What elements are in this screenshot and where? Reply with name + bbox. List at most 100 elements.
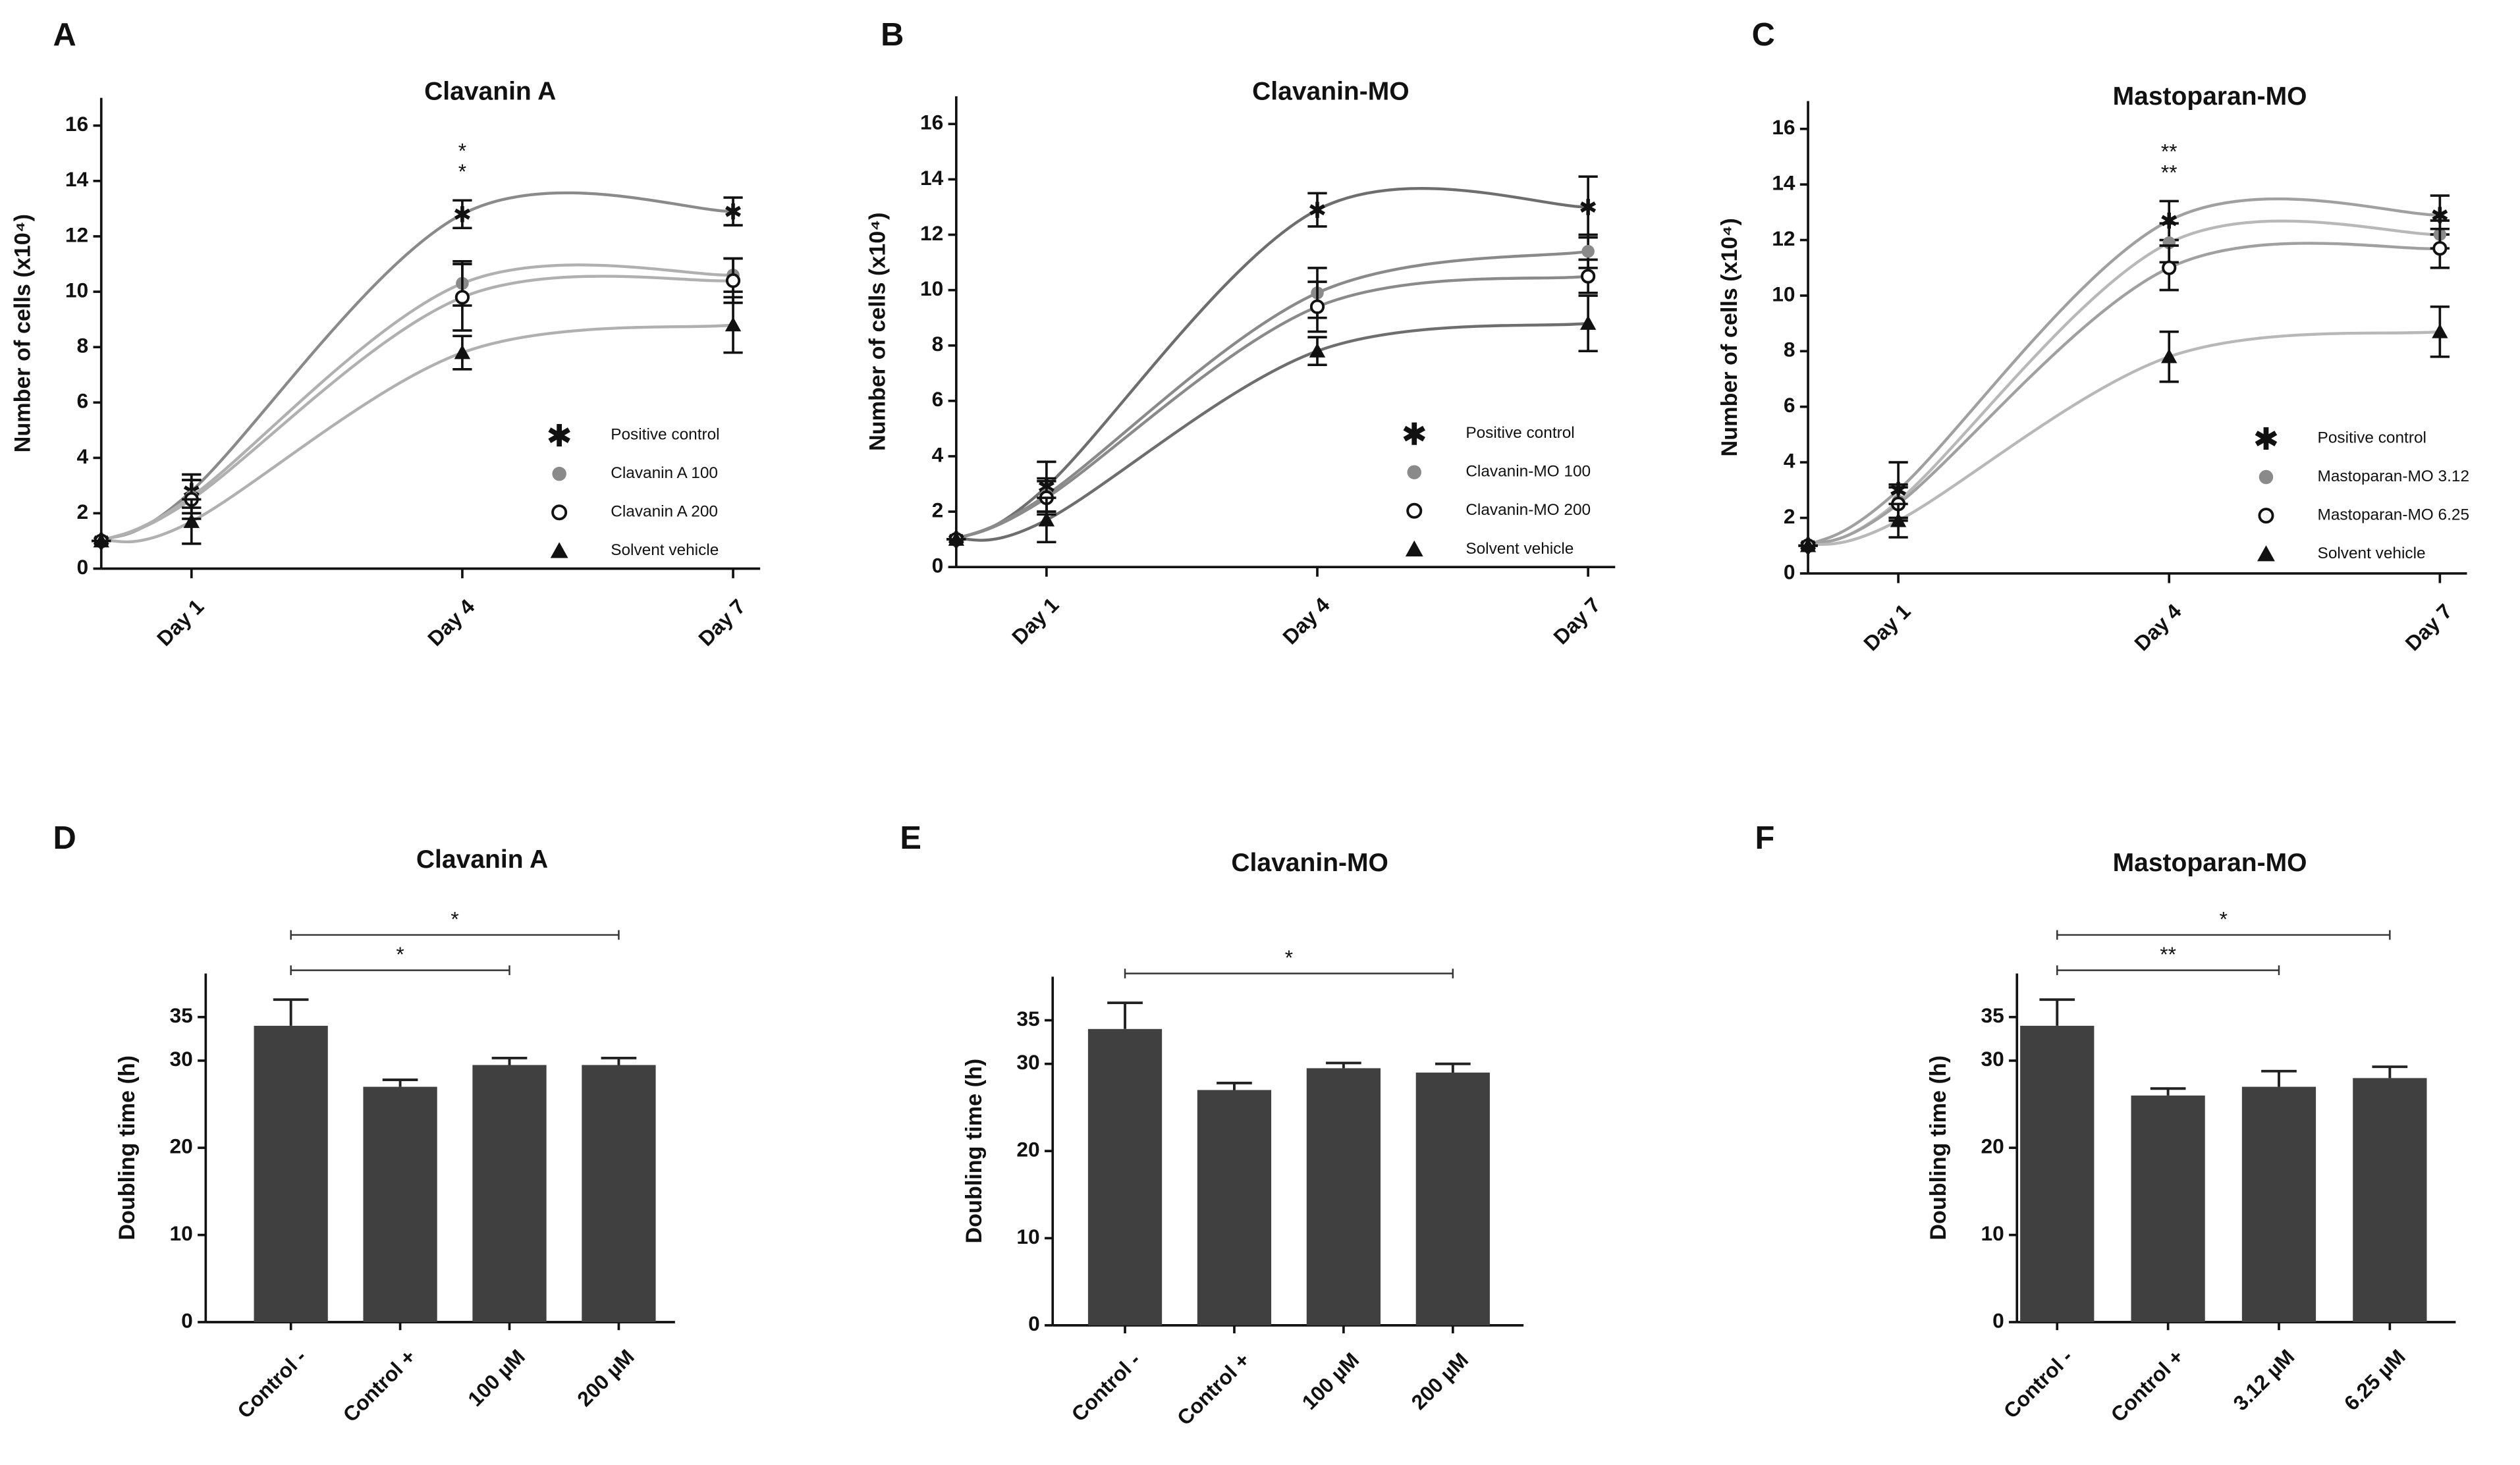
- x-tick-label: Day 7: [1548, 593, 1604, 649]
- marker-triangle: [454, 344, 471, 360]
- bar: [2353, 1078, 2427, 1322]
- legend-label: Mastoparan-MO 6.25: [2318, 506, 2469, 524]
- y-tick-label: 35: [1016, 1007, 1039, 1030]
- legend-label: Solvent vehicle: [1465, 540, 1574, 558]
- x-tick-label: Day 4: [1278, 593, 1334, 649]
- marker-triangle: [183, 513, 200, 528]
- legend-label: Clavanin-MO 200: [1465, 501, 1591, 519]
- marker-star: [454, 206, 470, 223]
- series-line: [955, 275, 1589, 541]
- annotation: **: [2161, 140, 2178, 163]
- x-tick-label: Day 4: [2129, 599, 2186, 656]
- series-line: [1807, 197, 2440, 547]
- error-bar: [2372, 1065, 2408, 1079]
- panel-letter: C: [1752, 17, 1775, 53]
- legend-label: Clavanin A 200: [611, 503, 718, 521]
- y-tick-label: 10: [65, 278, 88, 302]
- error-bar: [601, 1056, 637, 1065]
- significance-label: *: [451, 907, 458, 930]
- significance-label: *: [2220, 907, 2228, 930]
- chart-title: Clavanin A: [416, 845, 548, 874]
- y-tick-label: 16: [1772, 115, 1795, 139]
- legend-label: Solvent vehicle: [611, 541, 719, 559]
- panel-letter: D: [53, 820, 76, 856]
- y-tick-label: 10: [1981, 1221, 2004, 1245]
- series-line: [101, 323, 734, 544]
- x-tick-label: Control -: [1999, 1345, 2077, 1423]
- bar: [582, 1065, 656, 1322]
- legend-marker: [548, 424, 570, 447]
- marker-triangle: [948, 531, 965, 546]
- marker-triangle: [725, 317, 742, 332]
- marker-star: [725, 203, 741, 220]
- y-axis-label: Number of cells (x10⁴): [865, 213, 890, 451]
- bar: [472, 1065, 547, 1322]
- y-tick-label: 30: [170, 1047, 193, 1071]
- annotation: **: [2161, 160, 2178, 184]
- y-tick-label: 12: [1772, 226, 1795, 250]
- x-tick-label: Day 1: [1859, 599, 1915, 655]
- legend-marker: [1403, 422, 1425, 445]
- chart-title: Mastoparan-MO: [2113, 849, 2307, 877]
- bar: [2241, 1086, 2316, 1322]
- legend-label: Positive control: [2318, 429, 2426, 446]
- x-tick-label: Day 1: [152, 595, 208, 651]
- marker-open-circle: [2432, 241, 2448, 256]
- y-tick-label: 8: [932, 332, 944, 356]
- bar: [363, 1086, 437, 1322]
- y-axis-label: Doubling time (h): [115, 1055, 140, 1240]
- y-tick-label: 16: [920, 111, 943, 134]
- y-tick-label: 10: [170, 1221, 193, 1245]
- y-tick-label: 20: [170, 1134, 193, 1158]
- x-tick-label: Control +: [2106, 1345, 2189, 1427]
- chart-title: Clavanin A: [424, 78, 556, 106]
- bar: [2131, 1095, 2205, 1322]
- y-tick-label: 6: [77, 389, 89, 413]
- y-tick-label: 8: [77, 334, 89, 358]
- y-tick-label: 4: [1784, 449, 1795, 473]
- marker-triangle: [2432, 323, 2448, 338]
- significance-bracket: [290, 965, 510, 975]
- panel-letter: F: [1755, 820, 1775, 856]
- marker-filled-circle: [1581, 244, 1595, 258]
- significance-bracket: [2056, 965, 2280, 975]
- y-tick-label: 12: [920, 221, 943, 245]
- error-bar: [382, 1079, 418, 1087]
- bar: [2020, 1025, 2095, 1322]
- x-tick-label: Day 4: [423, 594, 479, 651]
- y-tick-label: 20: [1016, 1138, 1039, 1161]
- y-tick-label: 4: [77, 444, 89, 468]
- significance-bracket: [290, 930, 620, 940]
- y-tick-label: 35: [170, 1003, 193, 1027]
- significance-bracket: [1124, 969, 1454, 978]
- significance-label: *: [1285, 946, 1293, 969]
- error-bar: [491, 1056, 528, 1065]
- x-tick-label: 6.25 µM: [2340, 1345, 2410, 1415]
- significance-bracket: [2056, 930, 2391, 940]
- series-line: [100, 275, 734, 543]
- error-bar: [2150, 1087, 2186, 1096]
- y-tick-label: 35: [1981, 1003, 2004, 1027]
- marker-open-circle: [454, 290, 470, 305]
- legend-label: Positive control: [1465, 424, 1574, 442]
- series-line: [956, 321, 1589, 542]
- panel-letter: A: [53, 17, 76, 53]
- panel-letter: B: [881, 17, 904, 53]
- y-tick-label: 2: [77, 500, 89, 523]
- y-tick-label: 10: [920, 277, 943, 300]
- error-bar: [273, 998, 309, 1026]
- marker-star: [1580, 199, 1597, 215]
- legend-marker: [550, 542, 568, 558]
- legend-label: Clavanin A 100: [611, 464, 718, 482]
- panel-letter: E: [900, 820, 921, 856]
- error-bar: [1326, 1061, 1361, 1069]
- y-tick-label: 0: [77, 555, 89, 579]
- marker-open-circle: [1581, 269, 1596, 284]
- y-axis-label: Doubling time (h): [962, 1059, 987, 1244]
- marker-triangle: [1038, 512, 1055, 527]
- error-bar: [2039, 998, 2075, 1026]
- x-tick-label: Control +: [1172, 1348, 1255, 1430]
- chart-title: Mastoparan-MO: [2113, 82, 2307, 111]
- x-tick-label: 100 µM: [463, 1345, 530, 1411]
